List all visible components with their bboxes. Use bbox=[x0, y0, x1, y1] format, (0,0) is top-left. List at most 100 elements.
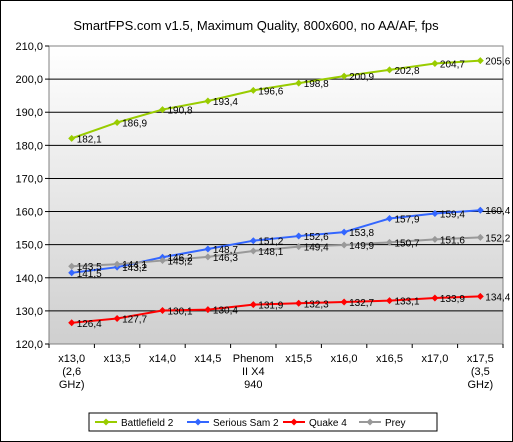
data-point-serious-sam-2 bbox=[476, 206, 484, 214]
data-label-quake-4: 126,4 bbox=[77, 319, 102, 330]
data-point-quake-4 bbox=[431, 294, 439, 302]
data-label-serious-sam-2: 153,8 bbox=[349, 228, 374, 239]
data-label-quake-4: 134,4 bbox=[485, 292, 510, 303]
data-label-battlefield-2: 202,8 bbox=[395, 66, 420, 77]
legend-marker-prey bbox=[366, 418, 374, 426]
series-line-quake-4 bbox=[71, 295, 481, 324]
data-point-battlefield-2 bbox=[386, 66, 393, 74]
data-point-prey bbox=[113, 260, 121, 268]
legend-marker-battlefield-2 bbox=[102, 418, 110, 426]
data-label-quake-4: 133,1 bbox=[395, 297, 420, 308]
data-label-battlefield-2: 190,8 bbox=[168, 106, 193, 117]
data-point-serious-sam-2 bbox=[340, 228, 348, 236]
data-point-battlefield-2 bbox=[476, 57, 484, 65]
data-point-prey bbox=[431, 235, 439, 243]
data-point-quake-4 bbox=[340, 298, 348, 306]
x-tick-label: x16,5 bbox=[376, 353, 403, 365]
data-point-prey bbox=[68, 262, 76, 270]
data-label-serious-sam-2: 141,5 bbox=[77, 269, 102, 280]
chart-title: SmartFPS.com v1.5, Maximum Quality, 800x… bbox=[73, 18, 439, 33]
data-point-serious-sam-2 bbox=[431, 210, 439, 218]
x-tick-label: x17,0 bbox=[421, 353, 448, 365]
data-label-quake-4: 132,7 bbox=[349, 298, 374, 309]
y-tick-label: 120,0 bbox=[15, 339, 43, 351]
data-label-prey: 150,7 bbox=[395, 238, 420, 249]
data-label-prey: 144,1 bbox=[122, 260, 147, 271]
legend: Battlefield 2 Serious Sam 2 Quake 4 Prey bbox=[88, 412, 438, 432]
data-label-prey: 149,4 bbox=[304, 243, 329, 254]
data-point-serious-sam-2 bbox=[204, 245, 212, 253]
data-label-battlefield-2: 193,4 bbox=[213, 97, 238, 108]
data-point-serious-sam-2 bbox=[295, 232, 303, 240]
y-tick-label: 160,0 bbox=[15, 207, 43, 219]
legend-label-battlefield-2: Battlefield 2 bbox=[121, 418, 174, 429]
data-label-serious-sam-2: 143,2 bbox=[122, 263, 147, 274]
data-label-battlefield-2: 200,9 bbox=[349, 72, 374, 83]
data-point-prey bbox=[295, 243, 303, 251]
data-point-serious-sam-2 bbox=[68, 269, 76, 277]
data-label-prey: 145,2 bbox=[168, 257, 193, 268]
data-label-battlefield-2: 186,9 bbox=[122, 118, 147, 129]
data-point-prey bbox=[476, 233, 484, 241]
legend-label-quake-4: Quake 4 bbox=[309, 418, 347, 429]
data-point-prey bbox=[204, 253, 212, 261]
series-line-battlefield-2 bbox=[71, 59, 481, 140]
data-point-battlefield-2 bbox=[249, 86, 257, 94]
data-label-prey: 146,3 bbox=[213, 253, 238, 264]
data-label-prey: 149,9 bbox=[349, 241, 374, 252]
data-point-quake-4 bbox=[476, 292, 484, 300]
y-tick-label: 140,0 bbox=[15, 273, 43, 285]
data-point-quake-4 bbox=[159, 307, 166, 315]
legend-marker-serious-sam-2 bbox=[194, 418, 202, 426]
data-label-serious-sam-2: 160,4 bbox=[485, 206, 510, 217]
data-labels: 182,1 186,9 190,8 193,4 196,6 198,8 200,9 202,8… bbox=[77, 57, 511, 330]
data-point-quake-4 bbox=[68, 319, 76, 327]
legend-label-serious-sam-2: Serious Sam 2 bbox=[213, 418, 279, 429]
data-label-battlefield-2: 205,6 bbox=[485, 57, 510, 68]
data-point-battlefield-2 bbox=[295, 79, 303, 87]
x-tick-label: x13,5 bbox=[104, 353, 131, 365]
y-tick-label: 180,0 bbox=[15, 140, 43, 152]
y-tick-label: 200,0 bbox=[15, 74, 43, 86]
x-tick-label: x15,5 bbox=[285, 353, 312, 365]
data-point-prey bbox=[340, 241, 348, 249]
gridlines bbox=[49, 78, 503, 312]
legend-marker-quake-4 bbox=[290, 418, 298, 426]
data-point-battlefield-2 bbox=[68, 134, 76, 142]
data-label-quake-4: 132,3 bbox=[304, 299, 329, 310]
data-point-prey bbox=[386, 238, 393, 246]
x-tick-label: Phenom II X4 940 bbox=[233, 353, 274, 391]
x-tick-label: x14,0 bbox=[149, 353, 176, 365]
legend-label-prey: Prey bbox=[385, 418, 406, 429]
data-label-battlefield-2: 182,1 bbox=[77, 134, 102, 145]
x-tick-label: x17,5 (3,5 GHz) bbox=[467, 353, 494, 391]
data-label-battlefield-2: 198,8 bbox=[304, 79, 329, 90]
series-layer bbox=[68, 57, 484, 327]
data-label-prey: 151,6 bbox=[440, 235, 465, 246]
data-label-quake-4: 127,7 bbox=[122, 315, 147, 326]
data-label-serious-sam-2: 151,2 bbox=[258, 237, 283, 248]
y-tick-label: 150,0 bbox=[15, 240, 43, 252]
data-point-battlefield-2 bbox=[340, 72, 348, 80]
data-point-quake-4 bbox=[295, 299, 303, 307]
y-tick-label: 130,0 bbox=[15, 306, 43, 318]
data-label-serious-sam-2: 157,9 bbox=[395, 215, 420, 226]
series-line-prey bbox=[71, 236, 481, 268]
data-point-battlefield-2 bbox=[159, 106, 166, 114]
x-tick-label: x14,5 bbox=[194, 353, 221, 365]
data-label-battlefield-2: 196,6 bbox=[258, 86, 283, 97]
data-point-prey bbox=[249, 247, 257, 255]
data-label-serious-sam-2: 146,2 bbox=[168, 253, 193, 264]
data-label-quake-4: 130,4 bbox=[213, 306, 238, 317]
data-point-battlefield-2 bbox=[204, 97, 212, 105]
data-label-quake-4: 130,1 bbox=[168, 307, 193, 318]
data-label-quake-4: 133,9 bbox=[440, 294, 465, 305]
data-point-battlefield-2 bbox=[113, 118, 121, 126]
data-point-battlefield-2 bbox=[431, 60, 439, 68]
data-point-quake-4 bbox=[113, 315, 121, 323]
data-label-prey: 152,2 bbox=[485, 233, 510, 244]
data-label-serious-sam-2: 148,7 bbox=[213, 245, 238, 256]
y-tick-label: 210,0 bbox=[15, 41, 43, 53]
